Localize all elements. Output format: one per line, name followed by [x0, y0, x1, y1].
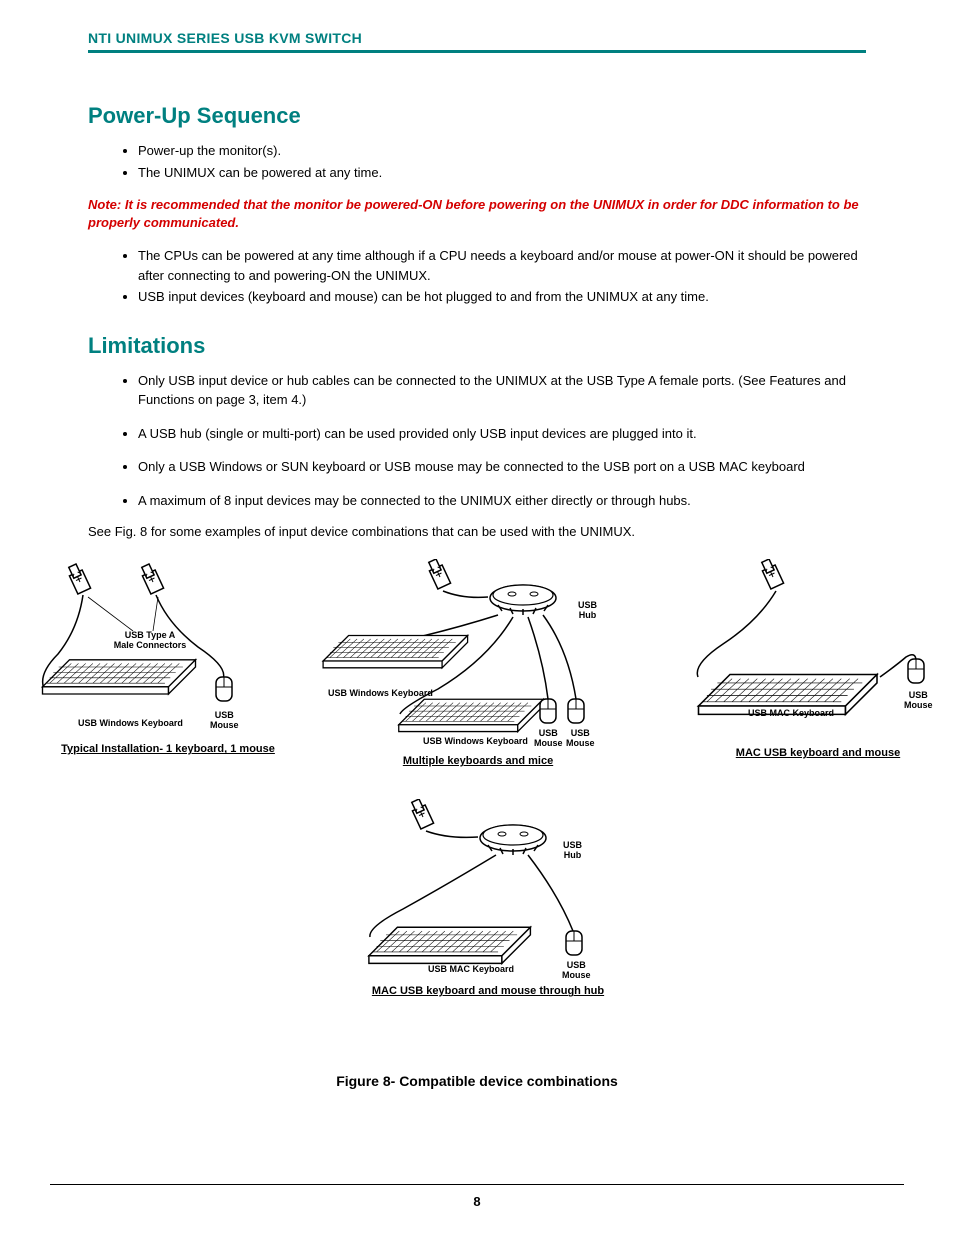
label-m2: USBMouse	[566, 729, 595, 749]
post-limitations-text: See Fig. 8 for some examples of input de…	[88, 524, 866, 539]
powerup-bullets-b: The CPUs can be powered at any time alth…	[138, 246, 866, 307]
caption-mac: MAC USB keyboard and mouse	[688, 747, 948, 759]
bullet-item: The CPUs can be powered at any time alth…	[138, 246, 866, 285]
bullet-item: USB input devices (keyboard and mouse) c…	[138, 287, 866, 307]
note-text: Note: It is recommended that the monitor…	[88, 196, 866, 232]
label-connectors: USB Type AMale Connectors	[110, 631, 190, 651]
bullet-item: Power-up the monitor(s).	[138, 141, 866, 161]
footer-rule	[50, 1184, 904, 1185]
label-kb1: USB Windows Keyboard	[328, 689, 433, 699]
label-mac-mouse: USBMouse	[904, 691, 933, 711]
label-m1: USBMouse	[534, 729, 563, 749]
section-heading-limitations: Limitations	[88, 333, 866, 359]
bullet-item: Only USB input device or hub cables can …	[138, 371, 866, 410]
figure-typical: USB Type AMale Connectors USB Windows Ke…	[38, 559, 298, 755]
page-number: 8	[0, 1194, 954, 1209]
label-mac-kb4: USB MAC Keyboard	[428, 965, 514, 975]
limitations-bullets: Only USB input device or hub cables can …	[138, 371, 866, 511]
header-rule	[88, 50, 866, 53]
caption-mac-hub: MAC USB keyboard and mouse through hub	[348, 985, 628, 997]
label-mac-mouse4: USBMouse	[562, 961, 591, 981]
powerup-bullets-a: Power-up the monitor(s). The UNIMUX can …	[138, 141, 866, 182]
bullet-item: Only a USB Windows or SUN keyboard or US…	[138, 457, 866, 477]
drawing-multiple	[318, 559, 638, 749]
bullet-item: A USB hub (single or multi-port) can be …	[138, 424, 866, 444]
caption-typical: Typical Installation- 1 keyboard, 1 mous…	[38, 743, 298, 755]
figure-mac-hub: USBHub USB MAC Keyboard USBMouse MAC USB…	[348, 799, 628, 997]
figure-multiple: USBHub USB Windows Keyboard USB Windows …	[318, 559, 638, 767]
header-title: NTI UNIMUX SERIES USB KVM SWITCH	[88, 30, 866, 46]
figure-mac: USB MAC Keyboard USBMouse MAC USB keyboa…	[688, 559, 948, 759]
label-hub4: USBHub	[563, 841, 582, 861]
label-keyboard: USB Windows Keyboard	[78, 719, 183, 729]
drawing-mac-hub	[348, 799, 628, 979]
figures-area: USB Type AMale Connectors USB Windows Ke…	[88, 559, 866, 1049]
figure-main-caption: Figure 8- Compatible device combinations	[88, 1073, 866, 1089]
label-mouse: USBMouse	[210, 711, 239, 731]
label-mac-keyboard: USB MAC Keyboard	[748, 709, 834, 719]
bullet-item: A maximum of 8 input devices may be conn…	[138, 491, 866, 511]
caption-multiple: Multiple keyboards and mice	[318, 755, 638, 767]
section-heading-powerup: Power-Up Sequence	[88, 103, 866, 129]
label-kb2: USB Windows Keyboard	[423, 737, 528, 747]
bullet-item: The UNIMUX can be powered at any time.	[138, 163, 866, 183]
label-hub: USBHub	[578, 601, 597, 621]
